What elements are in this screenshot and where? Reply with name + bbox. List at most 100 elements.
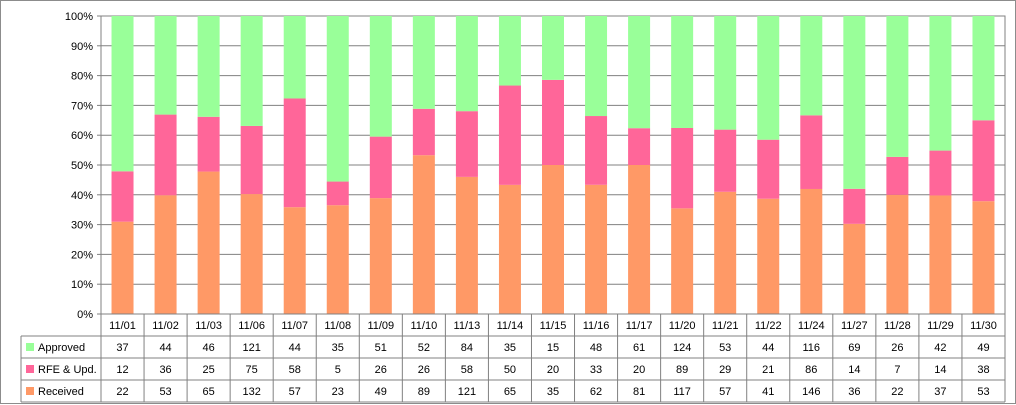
x-tick-label: 11/20 (669, 320, 696, 332)
x-tick-label: 11/28 (884, 320, 911, 332)
data-label: 12 (116, 364, 128, 376)
x-tick-label: 11/13 (454, 320, 481, 332)
y-tick-label: 100% (65, 11, 93, 23)
x-tick-label: 11/24 (798, 320, 825, 332)
bar-segment (929, 195, 952, 314)
bar-segment (197, 16, 220, 117)
bar-segment (671, 208, 694, 314)
bar-segment (326, 181, 349, 206)
bar-segment (197, 171, 220, 314)
data-label: 117 (673, 386, 691, 398)
bar-segment (972, 120, 995, 202)
bar-segment (671, 127, 694, 209)
y-tick-label: 90% (71, 41, 93, 53)
bar-segment (886, 156, 909, 195)
legend-swatch (26, 387, 34, 395)
bar-segment (283, 16, 306, 99)
bar-segment (326, 16, 349, 182)
bar-segment (283, 98, 306, 208)
data-label: 58 (289, 364, 301, 376)
data-label: 29 (719, 364, 731, 376)
bar-segment (886, 194, 909, 314)
data-label: 52 (418, 342, 430, 354)
data-label: 51 (375, 342, 387, 354)
data-label: 22 (891, 386, 903, 398)
y-tick-label: 10% (71, 279, 93, 291)
bar-segment (197, 116, 220, 172)
data-label: 65 (202, 386, 214, 398)
data-label: 49 (375, 386, 387, 398)
data-label: 23 (332, 386, 344, 398)
data-label: 5 (335, 364, 341, 376)
legend-label: Received (38, 386, 84, 398)
data-label: 33 (590, 364, 602, 376)
x-tick-label: 11/22 (755, 320, 782, 332)
data-label: 81 (633, 386, 645, 398)
bar-segment (542, 79, 564, 165)
data-label: 53 (719, 342, 731, 354)
x-tick-label: 11/15 (540, 320, 567, 332)
data-label: 57 (289, 386, 301, 398)
bar-segment (757, 198, 780, 314)
x-tick-label: 11/09 (367, 320, 394, 332)
data-label: 89 (676, 364, 688, 376)
data-label: 46 (202, 342, 214, 354)
data-label: 53 (977, 386, 989, 398)
data-label: 62 (590, 386, 602, 398)
legend-label: Approved (38, 342, 85, 354)
y-tick-label: 40% (71, 190, 93, 202)
x-tick-label: 11/08 (324, 320, 351, 332)
x-tick-label: 11/17 (626, 320, 653, 332)
bar-segment (929, 16, 952, 151)
data-label: 36 (159, 364, 171, 376)
bar-segment (542, 165, 564, 314)
bars (111, 16, 995, 314)
data-label: 49 (977, 342, 989, 354)
bar-segment (671, 16, 694, 128)
data-label: 146 (802, 386, 820, 398)
data-label: 89 (418, 386, 430, 398)
bar-segment (585, 184, 608, 314)
bar-segment (412, 108, 435, 156)
bar-segment (714, 129, 737, 192)
data-label: 132 (242, 386, 260, 398)
x-tick-label: 11/21 (712, 320, 739, 332)
x-tick-label: 11/16 (583, 320, 610, 332)
y-tick-label: 80% (71, 71, 93, 83)
bar-segment (154, 16, 177, 115)
data-label: 50 (504, 364, 516, 376)
y-tick-label: 70% (71, 100, 93, 112)
bar-segment (628, 128, 651, 165)
y-tick-label: 20% (71, 249, 93, 261)
data-label: 61 (633, 342, 645, 354)
bar-segment (369, 136, 392, 199)
x-tick-label: 11/29 (927, 320, 954, 332)
bar-segment (412, 16, 435, 109)
x-tick-label: 11/10 (410, 320, 437, 332)
y-axis: 0% 10% 20% 30% 40% 50% 60% 70% 80% 90% 100% (65, 11, 101, 321)
bar-segment (111, 16, 134, 172)
data-label: 121 (242, 342, 260, 354)
data-label: 36 (848, 386, 860, 398)
data-label: 58 (461, 364, 473, 376)
data-label: 42 (934, 342, 946, 354)
data-label: 86 (805, 364, 817, 376)
bar-segment (498, 85, 521, 185)
x-tick-label: 11/14 (497, 320, 524, 332)
data-label: 26 (418, 364, 430, 376)
legend-swatch (26, 365, 34, 373)
y-tick-label: 30% (71, 220, 93, 232)
bar-segment (498, 16, 521, 86)
bar-segment (585, 16, 608, 117)
data-label: 44 (762, 342, 774, 354)
data-label: 7 (894, 364, 900, 376)
bar-segment (972, 201, 995, 314)
bar-segment (886, 16, 909, 157)
data-label: 26 (375, 364, 387, 376)
bar-segment (800, 16, 823, 116)
data-label: 116 (803, 342, 821, 354)
x-tick-label: 11/02 (152, 320, 179, 332)
data-label: 57 (719, 386, 731, 398)
